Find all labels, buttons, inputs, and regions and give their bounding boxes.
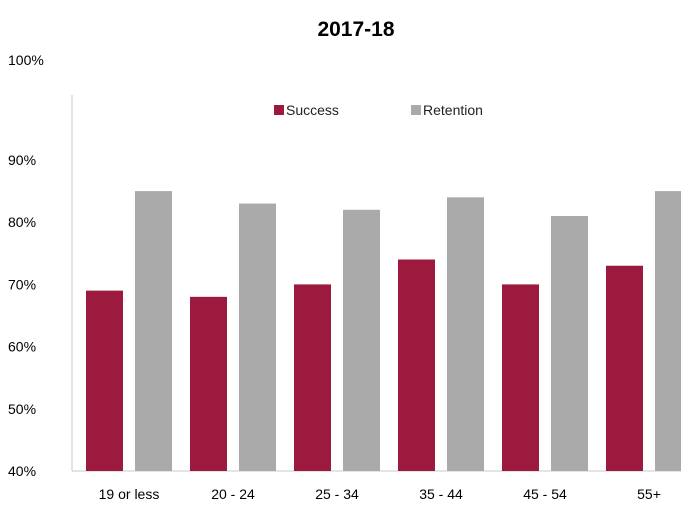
legend-swatch [411, 105, 421, 115]
bar-retention [343, 209, 380, 471]
x-axis-ticks: 19 or less 20 - 24 25 - 34 35 - 44 45 - 54 55… [99, 486, 661, 502]
bar-success [294, 284, 331, 471]
x-tick-label: 55+ [637, 486, 661, 502]
legend-swatch [274, 105, 284, 115]
bar-retention [135, 191, 172, 471]
bar-retention [447, 197, 484, 471]
bar-success [398, 259, 435, 471]
bar-success [86, 290, 123, 471]
y-tick-label: 90% [8, 152, 36, 168]
x-tick-label: 35 - 44 [419, 486, 463, 502]
bar-retention [551, 215, 588, 471]
x-tick-label: 25 - 34 [315, 486, 359, 502]
bar-success [502, 284, 539, 471]
y-tick-label: 70% [8, 276, 36, 292]
x-tick-label: 19 or less [99, 486, 160, 502]
bar-retention [655, 191, 681, 471]
x-tick-label: 20 - 24 [211, 486, 255, 502]
y-tick-label: 50% [8, 401, 36, 417]
bars [86, 191, 681, 472]
legend-label: Success [286, 102, 339, 118]
bar-success [190, 296, 227, 471]
bar-retention [239, 203, 276, 472]
x-tick-label: 45 - 54 [523, 486, 567, 502]
y-tick-label: 100% [8, 52, 44, 68]
y-tick-label: 60% [8, 339, 36, 355]
legend: Success Retention [274, 102, 483, 118]
bar-success [606, 265, 643, 471]
y-axis-ticks: 40% 50% 60% 70% 80% 90% 100% [8, 52, 44, 479]
chart-title: 2017-18 [317, 18, 394, 41]
y-tick-label: 80% [8, 214, 36, 230]
legend-label: Retention [423, 102, 483, 118]
y-tick-label: 40% [8, 463, 36, 479]
